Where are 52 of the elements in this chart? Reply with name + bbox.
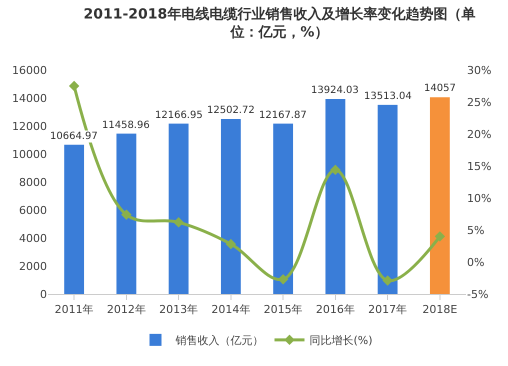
- data-label: 12166.95: [155, 110, 203, 121]
- point: [330, 164, 341, 176]
- legend-label: 销售收入（亿元）: [174, 334, 264, 348]
- y-tick-label: 6000: [19, 204, 47, 217]
- bar: [273, 124, 294, 294]
- x-tick-label: 2018E: [422, 303, 458, 316]
- bar: [168, 124, 189, 294]
- point: [382, 275, 393, 286]
- y-tick-label: 12000: [12, 120, 47, 133]
- y-tick-label: 10000: [12, 148, 47, 161]
- y-tick-label: 14000: [12, 92, 47, 105]
- legend-label: 同比增长(%): [310, 334, 373, 348]
- point: [434, 231, 446, 242]
- x-tick-label: 2014年: [211, 303, 250, 316]
- y-tick-label: 16000: [12, 64, 47, 77]
- x-tick-label: 2015年: [264, 303, 303, 316]
- x-tick-label: 2016年: [316, 303, 355, 316]
- y2-tick-label: 10%: [467, 192, 492, 205]
- y2-tick-label: -5%: [467, 288, 488, 301]
- x-tick-label: 2011年: [54, 303, 94, 316]
- chart-title: 2011-2018年电线电缆行业销售收入及增长率变化趋势图（单位：亿元，%）: [84, 5, 476, 40]
- point: [173, 217, 184, 228]
- y2-tick-label: 25%: [467, 96, 492, 109]
- data-label: 14057: [424, 83, 456, 94]
- y-tick-label: 2000: [19, 260, 47, 273]
- point: [278, 274, 288, 284]
- data-label: 13924.03: [311, 85, 359, 96]
- y-tick-label: 0: [40, 288, 47, 301]
- y2-tick-label: 20%: [467, 128, 492, 141]
- point: [121, 209, 132, 220]
- y-tick-label: 8000: [19, 176, 47, 189]
- data-label: 11458.96: [102, 120, 150, 131]
- bar: [220, 118, 241, 294]
- bar: [116, 134, 136, 294]
- bar: [325, 99, 346, 294]
- x-tick-label: 2012年: [106, 303, 146, 316]
- y2-tick-label: 5%: [467, 224, 484, 237]
- data-label: 12167.87: [259, 110, 307, 121]
- data-label: 12502.72: [207, 105, 255, 116]
- data-label: 13513.04: [364, 91, 412, 102]
- data-label: 10664.97: [50, 131, 98, 142]
- y2-tick-label: 0%: [467, 256, 484, 269]
- y2-tick-label: 30%: [467, 64, 492, 77]
- point: [226, 238, 236, 250]
- y-tick-label: 4000: [19, 232, 47, 245]
- bar: [64, 144, 84, 294]
- point: [68, 80, 80, 92]
- bar: [430, 97, 450, 294]
- bar: [378, 104, 398, 294]
- x-tick-label: 2013年: [159, 303, 198, 316]
- x-tick-label: 2017年: [368, 303, 408, 316]
- y2-tick-label: 15%: [467, 160, 492, 173]
